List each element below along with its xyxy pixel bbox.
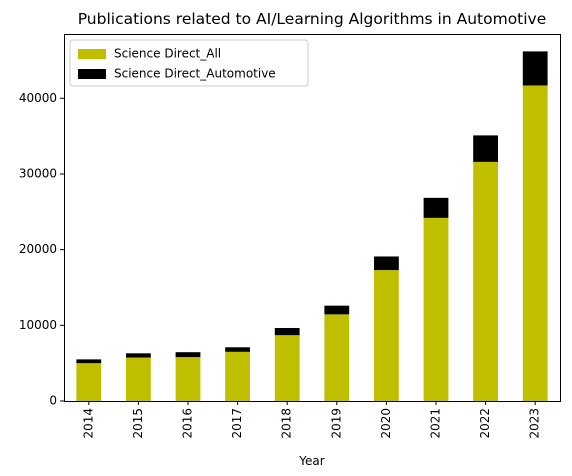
- x-tick-label: 2018: [280, 408, 294, 439]
- x-tick-label: 2015: [131, 408, 145, 439]
- bars-group: [76, 51, 548, 401]
- bar-all-2018: [274, 335, 300, 401]
- y-axis: 0 10000 20000 30000 40000: [19, 91, 64, 408]
- bar-automotive-2015: [126, 353, 151, 358]
- legend-box: [69, 39, 309, 87]
- bar-all-2016: [175, 357, 201, 401]
- x-axis: 2014 2015 2016 2017 2018 2019 2020 2021 2022 2023: [81, 401, 542, 439]
- bar-all-2015: [126, 357, 151, 401]
- x-tick-label: 2016: [181, 408, 195, 439]
- bar-all-2023: [522, 85, 548, 401]
- y-tick-label: 30000: [19, 166, 57, 180]
- bar-all-2020: [374, 270, 399, 401]
- y-tick-label: 20000: [19, 242, 57, 256]
- bar-all-2021: [423, 217, 449, 401]
- legend-swatch-all: [78, 49, 106, 59]
- bar-automotive-2022: [473, 135, 498, 162]
- bar-all-2014: [76, 363, 102, 401]
- bar-automotive-2016: [175, 352, 201, 358]
- bar-all-2022: [473, 161, 498, 401]
- bar-automotive-2014: [76, 359, 102, 364]
- legend-swatch-automotive: [78, 69, 106, 79]
- y-tick-label: 10000: [19, 318, 57, 332]
- y-tick-label: 0: [49, 394, 57, 408]
- x-tick-label: 2019: [329, 408, 343, 439]
- bar-automotive-2017: [225, 347, 250, 352]
- x-axis-label: Year: [298, 454, 324, 468]
- bar-automotive-2021: [423, 197, 449, 218]
- legend: Science Direct_All Science Direct_Automot…: [69, 39, 309, 87]
- bar-all-2017: [225, 351, 250, 401]
- x-tick-label: 2014: [81, 408, 95, 439]
- x-tick-label: 2021: [429, 408, 443, 439]
- x-tick-label: 2022: [478, 408, 492, 439]
- x-tick-label: 2023: [528, 408, 542, 439]
- legend-label-automotive: Science Direct_Automotive: [114, 67, 276, 81]
- x-tick-label: 2020: [379, 408, 393, 439]
- bar-automotive-2019: [324, 305, 350, 315]
- plot-frame: [64, 34, 561, 402]
- bar-all-2019: [324, 314, 350, 401]
- y-tick-label: 40000: [19, 91, 57, 105]
- chart-title: Publications related to AI/Learning Algo…: [78, 10, 547, 28]
- x-tick-label: 2017: [230, 408, 244, 439]
- bar-automotive-2020: [374, 256, 399, 271]
- bar-automotive-2018: [274, 327, 300, 336]
- legend-label-all: Science Direct_All: [114, 47, 221, 61]
- bar-automotive-2023: [522, 51, 548, 86]
